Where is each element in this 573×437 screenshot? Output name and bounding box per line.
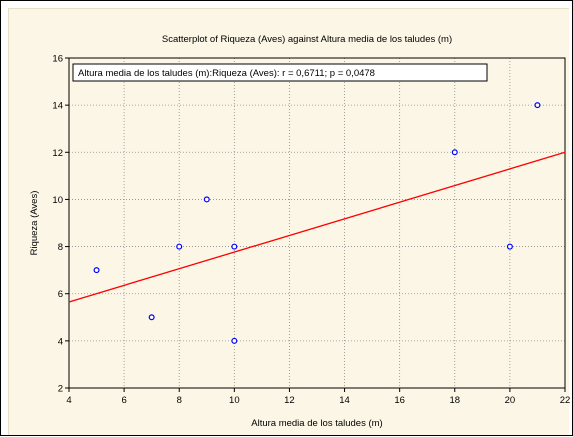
fit-line-layer — [68, 151, 566, 303]
data-point — [148, 314, 155, 321]
x-tick-label: 14 — [339, 395, 350, 406]
data-points — [93, 102, 541, 344]
x-tick-label: 22 — [560, 395, 571, 406]
data-point — [231, 337, 238, 344]
y-tick-label: 12 — [52, 148, 63, 159]
x-tick-label: 6 — [121, 395, 126, 406]
x-tick-label: 12 — [284, 395, 295, 406]
y-tick-label: 10 — [52, 195, 63, 206]
y-axis-label: Riqueza (Aves) — [29, 191, 40, 256]
x-tick-label: 18 — [449, 395, 460, 406]
data-point — [231, 243, 238, 250]
data-point — [93, 267, 100, 274]
data-point — [176, 243, 183, 250]
y-tick-label: 4 — [58, 336, 63, 347]
data-point — [534, 102, 541, 109]
x-axis-label: Altura media de los taludes (m) — [251, 418, 382, 429]
regression-line — [68, 151, 566, 303]
legend-text: Altura media de los taludes (m):Riqueza … — [78, 68, 375, 79]
grid-lines — [69, 58, 565, 388]
x-tick-label: 20 — [505, 395, 516, 406]
legend: Altura media de los taludes (m):Riqueza … — [72, 63, 488, 82]
plot-area — [68, 57, 566, 389]
x-tick-label: 4 — [66, 395, 71, 406]
data-point — [451, 149, 458, 156]
x-tick-label: 8 — [177, 395, 182, 406]
x-tick-label: 16 — [394, 395, 405, 406]
chart-title: Scatterplot of Riqueza (Aves) against Al… — [162, 34, 452, 45]
x-tick-label: 10 — [229, 395, 240, 406]
y-tick-label: 6 — [58, 289, 63, 300]
y-tick-label: 8 — [58, 242, 63, 253]
legend-box — [72, 63, 488, 82]
data-point — [203, 196, 210, 203]
y-tick-label: 16 — [52, 54, 63, 65]
y-tick-label: 14 — [52, 101, 63, 112]
y-tick-label: 2 — [58, 384, 63, 395]
data-point — [506, 243, 513, 250]
